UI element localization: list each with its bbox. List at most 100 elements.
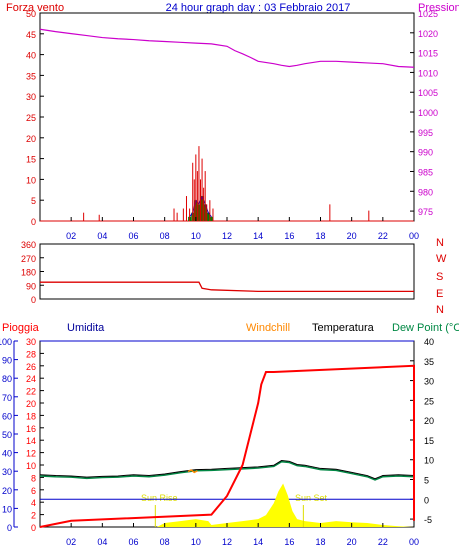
rain-tick-label: 2 <box>31 511 36 521</box>
rain-tick-label: 30 <box>26 337 36 347</box>
panel-1-frame <box>39 12 415 222</box>
rain-tick-label: 4 <box>31 498 36 508</box>
rain-tick-label: 6 <box>31 486 36 496</box>
pressure-tick-label: 1020 <box>418 29 438 39</box>
p1-x-tick-label: 00 <box>409 231 419 241</box>
pressure-tick-label: 990 <box>418 148 433 158</box>
p1-x-tick-label: 06 <box>128 231 138 241</box>
p1-x-tick-label: 22 <box>378 231 388 241</box>
p3-x-tick-label: 22 <box>378 537 388 547</box>
pressure-line <box>39 28 415 68</box>
temp-tick-label: -5 <box>424 515 432 525</box>
humidity-tick-label: 90 <box>2 356 12 366</box>
wind-tick-label: 20 <box>26 134 36 144</box>
wind-tick-label: 0 <box>31 217 36 227</box>
rain-tick-label: 20 <box>26 399 36 409</box>
humidity-tick-label: 100 <box>0 337 12 347</box>
wind-tick-label: 5 <box>31 196 36 206</box>
rain-tick-label: 18 <box>26 411 36 421</box>
dir-tick-label: 360 <box>21 240 36 250</box>
compass-label: S <box>436 271 443 283</box>
rain-tick-label: 24 <box>26 374 36 384</box>
legend-pioggia: Pioggia <box>2 322 40 334</box>
p1-x-tick-label: 08 <box>160 231 170 241</box>
humidity-tick-label: 10 <box>2 504 12 514</box>
rain-tick-label: 0 <box>31 523 36 533</box>
dewpoint-line <box>39 460 415 481</box>
pressure-tick-label: 1010 <box>418 68 438 78</box>
dir-tick-label: 270 <box>21 254 36 264</box>
temp-tick-label: 5 <box>424 476 429 486</box>
wind-tick-label: 15 <box>26 155 36 165</box>
legend-dewpoint: Dew Point (°C <box>392 322 459 334</box>
p3-x-tick-label: 20 <box>347 537 357 547</box>
wind-tick-label: 10 <box>26 175 36 185</box>
wind-direction-line <box>40 281 414 293</box>
dir-tick-label: 90 <box>26 281 36 291</box>
p3-x-tick-label: 02 <box>66 537 76 547</box>
temp-tick-label: 20 <box>424 416 434 426</box>
pressure-tick-label: 1005 <box>418 88 438 98</box>
chart-title: 24 hour graph day : 03 Febbraio 2017 <box>166 2 351 14</box>
p1-x-tick-label: 18 <box>315 231 325 241</box>
wind-tick-label: 25 <box>26 113 36 123</box>
dir-tick-label: 0 <box>31 295 36 305</box>
legend-temperatura: Temperatura <box>312 322 375 334</box>
dir-tick-label: 180 <box>21 268 36 278</box>
humidity-tick-label: 80 <box>2 374 12 384</box>
temp-tick-label: 40 <box>424 337 434 347</box>
p3-x-tick-label: 16 <box>284 537 294 547</box>
wind-tick-label: 40 <box>26 51 36 61</box>
humidity-tick-label: 20 <box>2 486 12 496</box>
humidity-tick-label: 50 <box>2 430 12 440</box>
humidity-tick-label: 30 <box>2 467 12 477</box>
sun-rise-label: Sun Rise <box>141 493 178 503</box>
p3-x-tick-label: 14 <box>253 537 263 547</box>
pressure-tick-label: 1000 <box>418 108 438 118</box>
p1-x-tick-label: 12 <box>222 231 232 241</box>
pressure-tick-label: 1025 <box>418 9 438 19</box>
p3-x-tick-label: 00 <box>409 537 419 547</box>
compass-label: N <box>436 237 444 249</box>
p1-x-tick-label: 04 <box>97 231 107 241</box>
temp-tick-label: 10 <box>424 456 434 466</box>
p3-x-tick-label: 12 <box>222 537 232 547</box>
temp-tick-label: 15 <box>424 436 434 446</box>
p3-x-tick-label: 06 <box>128 537 138 547</box>
humidity-tick-label: 40 <box>2 449 12 459</box>
temp-tick-label: 0 <box>424 495 429 505</box>
humidity-tick-label: 60 <box>2 411 12 421</box>
pressure-tick-label: 995 <box>418 128 433 138</box>
p3-x-tick-label: 10 <box>191 537 201 547</box>
p1-x-tick-label: 02 <box>66 231 76 241</box>
humidity-tick-label: 0 <box>7 523 12 533</box>
pressure-tick-label: 980 <box>418 187 433 197</box>
p1-x-tick-label: 10 <box>191 231 201 241</box>
p1-x-tick-label: 16 <box>284 231 294 241</box>
wind-tick-label: 35 <box>26 71 36 81</box>
sun-set-label: Sun Set <box>295 493 328 503</box>
compass-label: E <box>436 288 443 300</box>
compass-label: W <box>436 253 447 265</box>
rain-tick-label: 12 <box>26 449 36 459</box>
wind-tick-label: 50 <box>26 9 36 19</box>
p3-x-tick-label: 04 <box>97 537 107 547</box>
wind-tick-label: 45 <box>26 30 36 40</box>
rain-tick-label: 26 <box>26 362 36 372</box>
pressure-tick-label: 1015 <box>418 49 438 59</box>
wind-axis-label: Forza vento <box>6 2 64 14</box>
rain-tick-label: 10 <box>26 461 36 471</box>
wind-tick-label: 30 <box>26 92 36 102</box>
p1-x-tick-label: 20 <box>347 231 357 241</box>
rain-tick-label: 14 <box>26 436 36 446</box>
pressure-tick-label: 985 <box>418 167 433 177</box>
compass-label: N <box>436 304 444 316</box>
p1-x-tick-label: 14 <box>253 231 263 241</box>
temp-tick-label: 25 <box>424 396 434 406</box>
pressure-tick-label: 975 <box>418 207 433 217</box>
p3-x-tick-label: 08 <box>160 537 170 547</box>
temp-tick-label: 30 <box>424 377 434 387</box>
rain-tick-label: 22 <box>26 387 36 397</box>
